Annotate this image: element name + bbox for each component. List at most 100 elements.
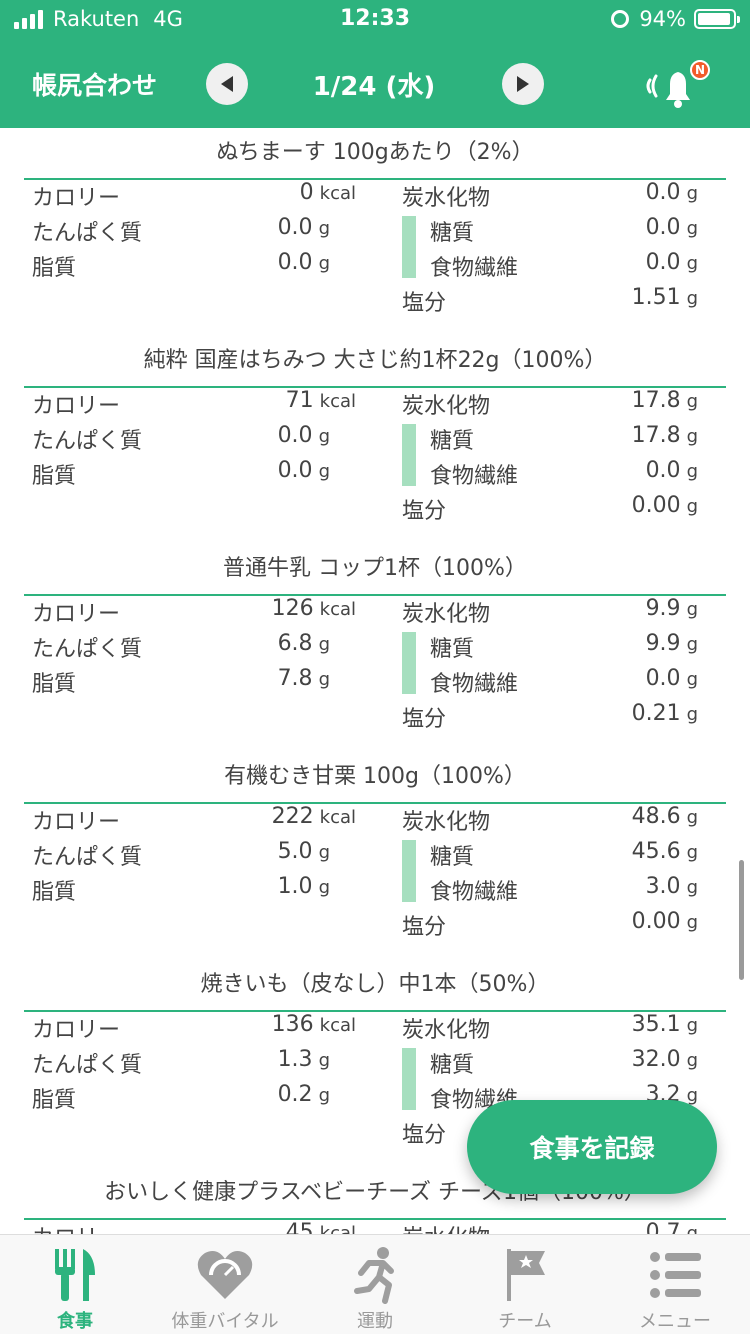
protein-value: 6.8 <box>277 631 313 656</box>
fat-row-value: 0.2 g <box>278 1082 356 1107</box>
protein-label: たんぱく質 <box>32 1053 143 1078</box>
sugar-value: 17.8 <box>631 423 681 448</box>
unit-label: g <box>686 496 698 517</box>
unit-label: g <box>318 634 330 655</box>
fat-label: 脂質 <box>32 464 77 489</box>
calories-value: 0 <box>299 180 314 205</box>
notification-button[interactable]: N <box>640 58 712 114</box>
prev-day-button[interactable] <box>206 63 248 105</box>
carbs-row-value: 9.9 g <box>646 596 698 621</box>
fat-label: 脂質 <box>32 880 77 905</box>
tab-exercise[interactable]: 運動 <box>300 1235 450 1334</box>
fat-row-value: 1.0 g <box>278 874 356 899</box>
calories-value: 222 <box>271 804 314 829</box>
unit-label: g <box>686 842 698 863</box>
unit-label: g <box>686 1223 698 1234</box>
carbs-value: 48.6 <box>631 804 681 829</box>
next-day-button[interactable] <box>502 63 544 105</box>
tab-label: 食事 <box>57 1311 93 1332</box>
calories-label: カロリー <box>32 1220 120 1234</box>
calories-row-value: 71 kcal <box>286 388 356 413</box>
food-item[interactable]: 有機むき甘栗 100g（100%） カロリー 222 kcal たんぱく質 5.0 g 脂質 1… <box>0 752 750 960</box>
calories-value: 45 <box>285 1220 314 1234</box>
record-meal-button[interactable]: 食事を記録 <box>467 1100 717 1194</box>
unit-label: g <box>318 218 330 239</box>
app-header: 帳尻合わせ 1/24 (水) N <box>0 40 750 128</box>
salt-value: 0.21 <box>631 701 681 726</box>
food-list: ぬちまーす 100gあたり（2%） カロリー 0 kcal たんぱく質 0.0 g 脂質 0.0… <box>0 128 750 1234</box>
food-item[interactable]: 焼きいも（皮なし）中1本（50%） カロリー 136 kcal たんぱく質 1.3 g 脂質 0… <box>0 960 750 1168</box>
unit-label: g <box>686 218 698 239</box>
sugar-value: 45.6 <box>631 839 681 864</box>
sugar-value: 9.9 <box>645 631 681 656</box>
protein-value: 1.3 <box>277 1047 313 1072</box>
tab-meal[interactable]: 食事 <box>0 1235 150 1334</box>
carbs-label: 炭水化物 <box>402 1220 490 1234</box>
fat-value: 7.8 <box>277 666 313 691</box>
food-name: 有機むき甘栗 100g（100%） <box>224 764 526 789</box>
calories-row-value: 45 kcal <box>286 1220 356 1234</box>
protein-label: たんぱく質 <box>32 637 143 662</box>
sugar-value: 0.0 <box>645 215 681 240</box>
divider <box>24 1218 726 1220</box>
sugar-row-value: 9.9 g <box>646 631 698 656</box>
carrier-name: Rakuten <box>53 7 140 31</box>
unit-label: g <box>318 842 330 863</box>
protein-label: たんぱく質 <box>32 429 143 454</box>
tab-bar: 食事 体重バイタル 運動 チーム メニュー <box>0 1234 750 1334</box>
carbs-row-value: 0.7 g <box>646 1220 698 1234</box>
unit-label: kcal <box>319 183 356 204</box>
fat-value: 1.0 <box>277 874 313 899</box>
tab-menu[interactable]: メニュー <box>600 1235 750 1334</box>
sugar-row-value: 45.6 g <box>632 839 698 864</box>
tab-team[interactable]: チーム <box>450 1235 600 1334</box>
sugar-row-value: 0.0 g <box>646 215 698 240</box>
unit-label: kcal <box>319 599 356 620</box>
food-item[interactable]: 普通牛乳 コップ1杯（100%） カロリー 126 kcal たんぱく質 6.8 g 脂質 7.… <box>0 544 750 752</box>
sugar-fiber-bar <box>402 216 416 278</box>
protein-label: たんぱく質 <box>32 221 143 246</box>
food-item[interactable]: ぬちまーす 100gあたり（2%） カロリー 0 kcal たんぱく質 0.0 g 脂質 0.0… <box>0 128 750 336</box>
calories-row-value: 126 kcal <box>272 596 356 621</box>
food-item[interactable]: 純粋 国産はちみつ 大さじ約1杯22g（100%） カロリー 71 kcal たんぱく質… <box>0 336 750 544</box>
sugar-fiber-bar <box>402 840 416 902</box>
calories-value: 126 <box>271 596 314 621</box>
carbs-value: 17.8 <box>631 388 681 413</box>
flag-star-icon <box>507 1249 545 1301</box>
runner-icon <box>354 1247 394 1304</box>
fork-knife-icon <box>55 1249 95 1301</box>
fiber-label: 食物繊維 <box>430 256 519 281</box>
heart-gauge-icon <box>197 1251 253 1299</box>
divider <box>24 178 726 180</box>
salt-row-value: 1.51 g <box>632 285 698 310</box>
carbs-label: 炭水化物 <box>402 394 491 419</box>
notification-badge: N <box>690 60 710 80</box>
unit-label: g <box>318 1085 330 1106</box>
salt-label: 塩分 <box>402 707 447 732</box>
sugar-fiber-bar <box>402 424 416 486</box>
carbs-label: 炭水化物 <box>402 810 491 835</box>
fat-value: 0.2 <box>277 1082 313 1107</box>
carbs-row-value: 17.8 g <box>632 388 698 413</box>
protein-value: 0.0 <box>277 423 313 448</box>
bell-icon <box>646 72 690 108</box>
sugar-fiber-bar <box>402 632 416 694</box>
unit-label: g <box>318 253 330 274</box>
sugar-label: 糖質 <box>430 221 475 246</box>
unit-label: g <box>318 426 330 447</box>
sugar-label: 糖質 <box>430 637 475 662</box>
tab-weight-vital[interactable]: 体重バイタル <box>150 1235 300 1334</box>
triangle-left-icon <box>221 76 233 92</box>
fat-value: 0.0 <box>277 458 313 483</box>
unit-label: kcal <box>319 391 356 412</box>
calories-label: カロリー <box>32 394 121 419</box>
calories-row-value: 136 kcal <box>272 1012 356 1037</box>
protein-label: たんぱく質 <box>32 845 143 870</box>
carbs-label: 炭水化物 <box>402 186 491 211</box>
scroll-indicator[interactable] <box>739 860 744 980</box>
protein-row-value: 6.8 g <box>278 631 356 656</box>
protein-value: 0.0 <box>277 215 313 240</box>
fiber-label: 食物繊維 <box>430 672 519 697</box>
protein-row-value: 5.0 g <box>278 839 356 864</box>
sugar-fiber-bar <box>402 1048 416 1110</box>
